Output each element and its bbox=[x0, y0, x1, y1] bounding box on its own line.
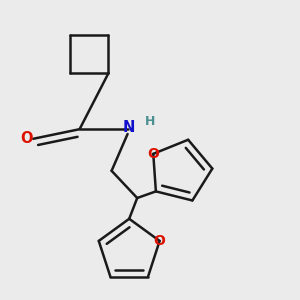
Text: O: O bbox=[20, 131, 32, 146]
Text: O: O bbox=[154, 234, 166, 248]
Text: N: N bbox=[123, 120, 135, 135]
Text: H: H bbox=[145, 115, 155, 128]
Text: O: O bbox=[147, 147, 159, 161]
